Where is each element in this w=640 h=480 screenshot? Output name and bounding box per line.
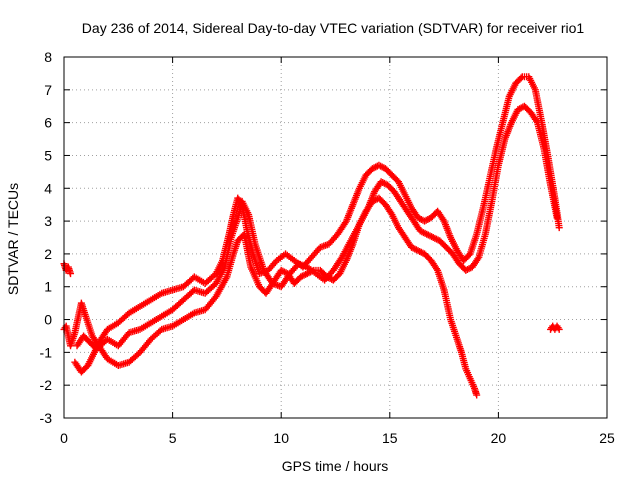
data-marks xyxy=(60,73,563,399)
ticks: 0 5 10 15 20 25 -3 -2 -1 0 1 2 3 4 5 6 7 8 xyxy=(40,49,615,446)
y-tick-label: 2 xyxy=(44,246,52,262)
x-tick-label: 20 xyxy=(491,430,507,446)
y-tick-label: -2 xyxy=(40,377,53,393)
y-tick-label: 6 xyxy=(44,115,52,131)
series-trace-b xyxy=(73,102,561,353)
x-tick-label: 15 xyxy=(382,430,398,446)
data-point xyxy=(465,265,473,273)
series-trace-d xyxy=(60,260,75,278)
data-point xyxy=(67,270,75,278)
x-axis-label: GPS time / hours xyxy=(282,458,389,474)
data-point xyxy=(517,74,525,82)
data-point xyxy=(555,325,563,333)
y-tick-label: 8 xyxy=(44,49,52,65)
series-trace-e xyxy=(547,322,563,333)
data-point xyxy=(555,224,563,232)
y-tick-label: 0 xyxy=(44,312,52,328)
data-point xyxy=(417,215,425,223)
y-tick-label: 7 xyxy=(44,82,52,98)
x-tick-label: 0 xyxy=(60,430,68,446)
data-point xyxy=(280,268,288,276)
plot-frame xyxy=(63,56,608,419)
x-tick-label: 10 xyxy=(273,430,289,446)
y-axis-label: SDTVAR / TECUs xyxy=(5,183,21,295)
x-tick-label: 5 xyxy=(169,430,177,446)
chart-title: Day 236 of 2014, Sidereal Day-to-day VTE… xyxy=(82,20,585,36)
grid xyxy=(64,57,607,418)
y-tick-label: -3 xyxy=(40,410,53,426)
y-tick-label: 5 xyxy=(44,147,52,163)
y-tick-label: 1 xyxy=(44,279,52,295)
data-point xyxy=(473,391,481,399)
x-tick-label: 25 xyxy=(599,430,615,446)
y-tick-label: 3 xyxy=(44,213,52,229)
y-tick-label: 4 xyxy=(44,180,52,196)
y-tick-label: -1 xyxy=(40,344,53,360)
series-trace-c xyxy=(71,73,563,376)
